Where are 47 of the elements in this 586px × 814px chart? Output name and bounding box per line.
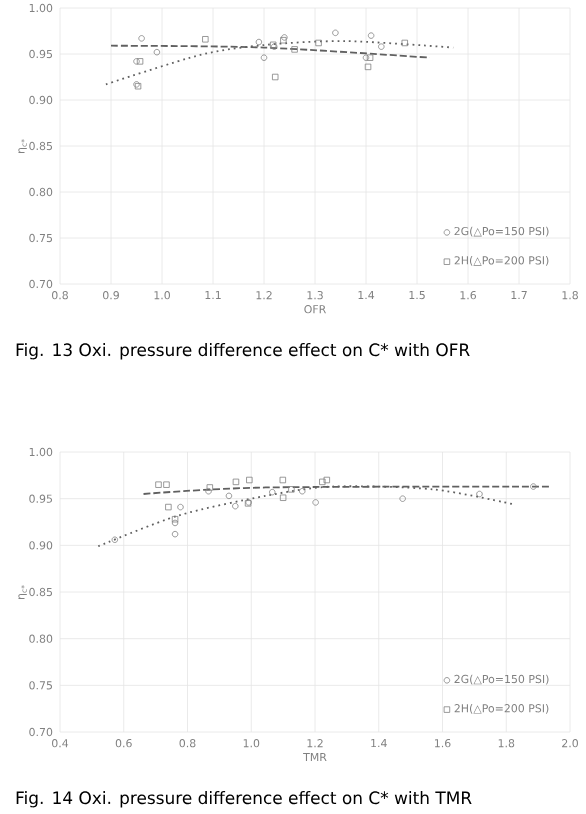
point xyxy=(153,48,161,56)
point xyxy=(171,516,179,523)
point xyxy=(205,488,212,495)
point xyxy=(366,54,374,61)
text: Fig. 13 Oxi. pressure difference effect on C* with OFR xyxy=(16,343,470,360)
point xyxy=(367,32,375,39)
text: Fig. 14 Oxi. pressure difference effect on C* with TMR xyxy=(16,791,472,808)
point xyxy=(171,530,179,538)
point xyxy=(232,478,240,486)
line-series xyxy=(105,40,455,86)
point xyxy=(288,486,295,493)
point xyxy=(269,488,276,496)
point xyxy=(138,35,145,42)
point xyxy=(299,488,306,495)
point xyxy=(530,483,537,490)
point xyxy=(280,37,287,44)
point xyxy=(136,58,144,65)
point xyxy=(378,43,385,50)
point xyxy=(225,492,233,500)
point xyxy=(155,481,162,488)
point xyxy=(232,502,239,510)
point xyxy=(399,495,406,502)
point xyxy=(165,503,172,511)
point xyxy=(319,478,326,486)
point xyxy=(163,481,170,488)
point xyxy=(202,36,209,43)
point xyxy=(362,54,370,61)
point xyxy=(281,34,288,41)
point xyxy=(111,536,119,543)
point xyxy=(206,484,214,491)
point xyxy=(476,490,483,498)
point xyxy=(246,476,253,484)
point xyxy=(279,494,287,501)
point xyxy=(315,39,322,47)
point xyxy=(401,39,408,47)
point xyxy=(255,38,263,46)
point xyxy=(291,46,298,53)
point xyxy=(272,73,279,81)
point xyxy=(171,519,179,527)
point xyxy=(312,499,319,506)
point xyxy=(323,476,330,484)
point xyxy=(364,63,372,71)
point xyxy=(279,476,287,484)
point xyxy=(260,54,268,61)
point xyxy=(133,58,140,65)
point xyxy=(332,29,339,37)
point xyxy=(177,503,184,511)
